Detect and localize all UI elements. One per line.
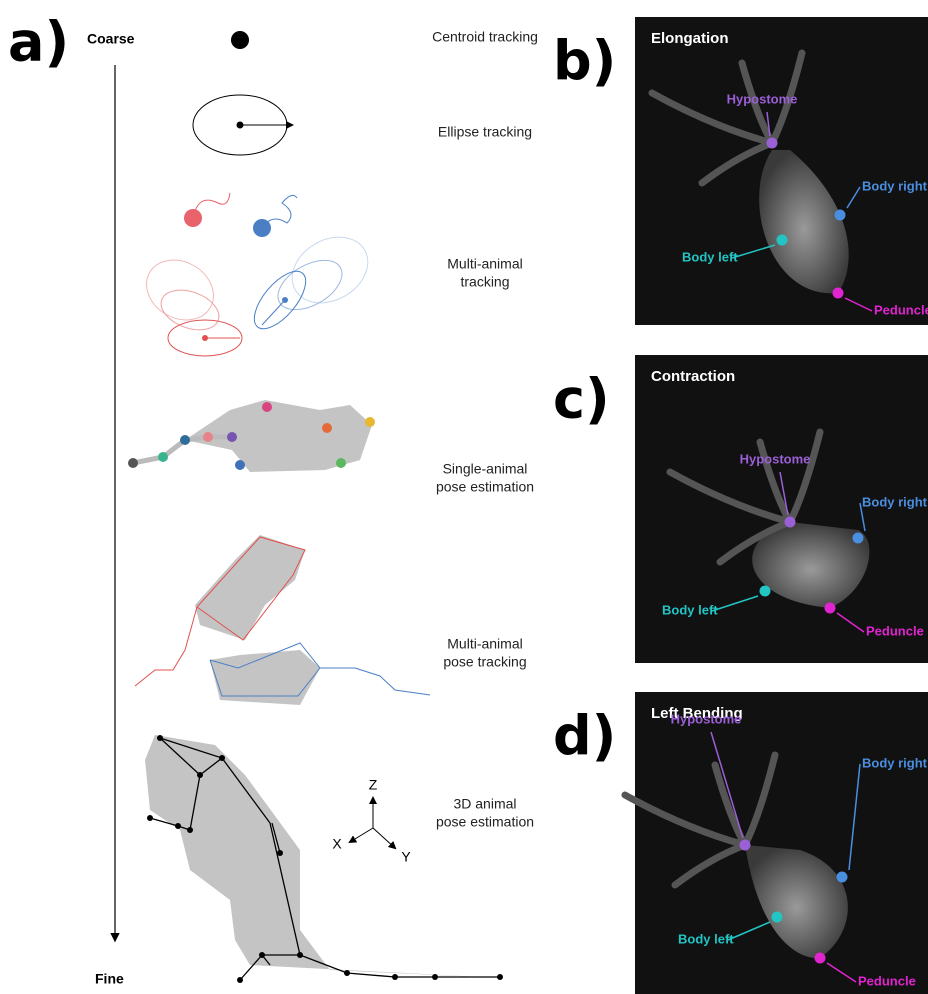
- keypoint-label: Body left: [662, 602, 718, 617]
- method-label: pose estimation: [436, 479, 534, 495]
- panel: b) Elongation Hypostome Body right Body left…: [553, 17, 928, 325]
- keypoint: [767, 138, 778, 149]
- fine-label: Fine: [95, 971, 124, 987]
- keypoint: [740, 840, 751, 851]
- panel-label: c): [553, 368, 610, 431]
- panel-title: Elongation: [651, 30, 729, 47]
- image: [635, 692, 928, 994]
- panel-a: a) Coarse Fine: [8, 11, 503, 987]
- axis-label: Y: [401, 849, 411, 865]
- keypoint-label: Body right: [862, 494, 928, 509]
- keypoint: [815, 953, 826, 964]
- method-label: pose tracking: [443, 654, 526, 670]
- keypoint-label: Peduncle: [874, 302, 928, 317]
- keypoint: [825, 603, 836, 614]
- keypoint: [833, 288, 844, 299]
- keypoint-label: Hypostome: [727, 91, 798, 106]
- keypoint-label: Body left: [682, 249, 738, 264]
- method-label: Multi-animal: [447, 636, 522, 652]
- keypoint: [835, 210, 846, 221]
- keypoint-label: Hypostome: [671, 711, 742, 726]
- keypoint-label: Body right: [862, 178, 928, 193]
- panel-title: Contraction: [651, 368, 735, 385]
- panel-label: a): [8, 11, 69, 74]
- panel-label: b): [553, 30, 616, 93]
- keypoint: [853, 533, 864, 544]
- method-label: 3D animal: [453, 796, 516, 812]
- keypoint: [760, 586, 771, 597]
- keypoint-label: Peduncle: [866, 623, 924, 638]
- coarse-label: Coarse: [87, 31, 135, 47]
- method-label: Single-animal: [443, 461, 528, 477]
- method-label: pose estimation: [436, 814, 534, 830]
- multi-animal-pose: [135, 535, 430, 705]
- keypoint: [772, 912, 783, 923]
- method-label: Multi-animal: [447, 256, 522, 272]
- keypoint-label: Hypostome: [740, 451, 811, 466]
- keypoint-label: Body left: [678, 931, 734, 946]
- centroid: [231, 31, 249, 49]
- panel: c) Contraction Hypostome Body right Body lef…: [553, 355, 928, 663]
- keypoint-label: Peduncle: [858, 973, 916, 988]
- keypoint: [785, 517, 796, 528]
- axis-label: X: [332, 836, 342, 852]
- single-animal-pose: [128, 400, 375, 472]
- multi-animal: [136, 193, 380, 356]
- keypoint: [837, 872, 848, 883]
- method-label: tracking: [460, 274, 509, 290]
- 3d-pose: [145, 735, 503, 983]
- method-label: Centroid tracking: [432, 29, 538, 45]
- method-label: Ellipse tracking: [438, 124, 532, 140]
- axis-label: Z: [369, 777, 378, 793]
- figure: a) Coarse Fine: [0, 0, 928, 994]
- panel-label: d): [553, 705, 616, 768]
- keypoint: [777, 235, 788, 246]
- keypoint-label: Body right: [862, 755, 928, 770]
